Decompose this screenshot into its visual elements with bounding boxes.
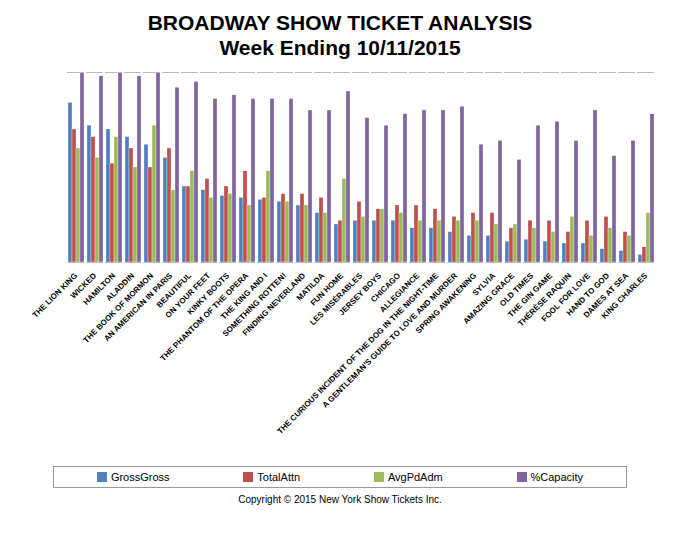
html-text:Copyright © 2015 New York Show: Copyright © 2015 New York Show Tickets I… [238, 494, 442, 505]
html-text:BROADWAY SHOW TICKET ANALYSIS: BROADWAY SHOW TICKET ANALYSIS [147, 11, 533, 34]
html-text:AvgPdAdm: AvgPdAdm [387, 471, 443, 483]
html-text:Week Ending 10/11/2015: Week Ending 10/11/2015 [219, 36, 461, 59]
svg-text:THE GIN GAME: THE GIN GAME [506, 271, 555, 319]
svg-text:FINDING NEVERLAND: FINDING NEVERLAND [241, 271, 308, 338]
svg-text:FOOL FOR LOVE: FOOL FOR LOVE [539, 271, 593, 324]
svg-text:THÉRÈSE RAQUIN: THÉRÈSE RAQUIN [516, 271, 574, 329]
svg-text:ALADDIN: ALADDIN [104, 271, 137, 303]
svg-text:CHICAGO: CHICAGO [369, 271, 403, 305]
svg-text:KING CHARLES: KING CHARLES [600, 271, 650, 321]
svg-text:THE KING AND I: THE KING AND I [219, 271, 270, 322]
svg-text:KINKY BOOTS: KINKY BOOTS [185, 271, 232, 317]
svg-text:SPRING AWAKENING: SPRING AWAKENING [414, 271, 478, 335]
svg-text:HAMILTON: HAMILTON [81, 271, 118, 307]
svg-text:OLD TIMES: OLD TIMES [498, 271, 536, 309]
svg-text:WICKED: WICKED [68, 271, 99, 301]
svg-text:BEAUTIFUL: BEAUTIFUL [154, 271, 194, 310]
svg-text:FUN HOME: FUN HOME [308, 271, 346, 308]
svg-text:AN AMERICAN IN PARIS: AN AMERICAN IN PARIS [102, 271, 175, 344]
svg-text:SOMETHING ROTTEN!: SOMETHING ROTTEN! [220, 271, 289, 339]
svg-text:AMAZING GRACE: AMAZING GRACE [461, 271, 517, 326]
svg-text:DAMES AT SEA: DAMES AT SEA [581, 271, 631, 320]
svg-text:THE CURIOUS INCIDENT OF THE DO: THE CURIOUS INCIDENT OF THE DOG IN THE N… [275, 271, 440, 436]
svg-text:JERSEY BOYS: JERSEY BOYS [337, 271, 384, 318]
svg-text:HAND TO GOD: HAND TO GOD [564, 271, 612, 318]
svg-text:THE LION KING: THE LION KING [30, 271, 80, 320]
svg-text:A GENTLEMAN'S GUIDE TO LOVE AN: A GENTLEMAN'S GUIDE TO LOVE AND MURDER [321, 271, 460, 410]
html-text:%Capacity: %Capacity [530, 471, 584, 483]
svg-text:THE PHANTOM OF THE OPERA: THE PHANTOM OF THE OPERA [158, 271, 251, 363]
svg-text:SYLVIA: SYLVIA [470, 271, 498, 298]
svg-text:THE BOOK OF MORMON: THE BOOK OF MORMON [82, 271, 156, 345]
svg-text:ALLEGIANCE: ALLEGIANCE [378, 271, 422, 315]
html-text:GrossGross: GrossGross [110, 471, 170, 483]
html-text:TotalAttn: TotalAttn [257, 471, 301, 483]
svg-text:ON YOUR FEET: ON YOUR FEET [163, 271, 213, 320]
svg-text:MATILDA: MATILDA [294, 271, 327, 303]
svg-text:LES MISÉRABLES: LES MISÉRABLES [308, 271, 365, 328]
